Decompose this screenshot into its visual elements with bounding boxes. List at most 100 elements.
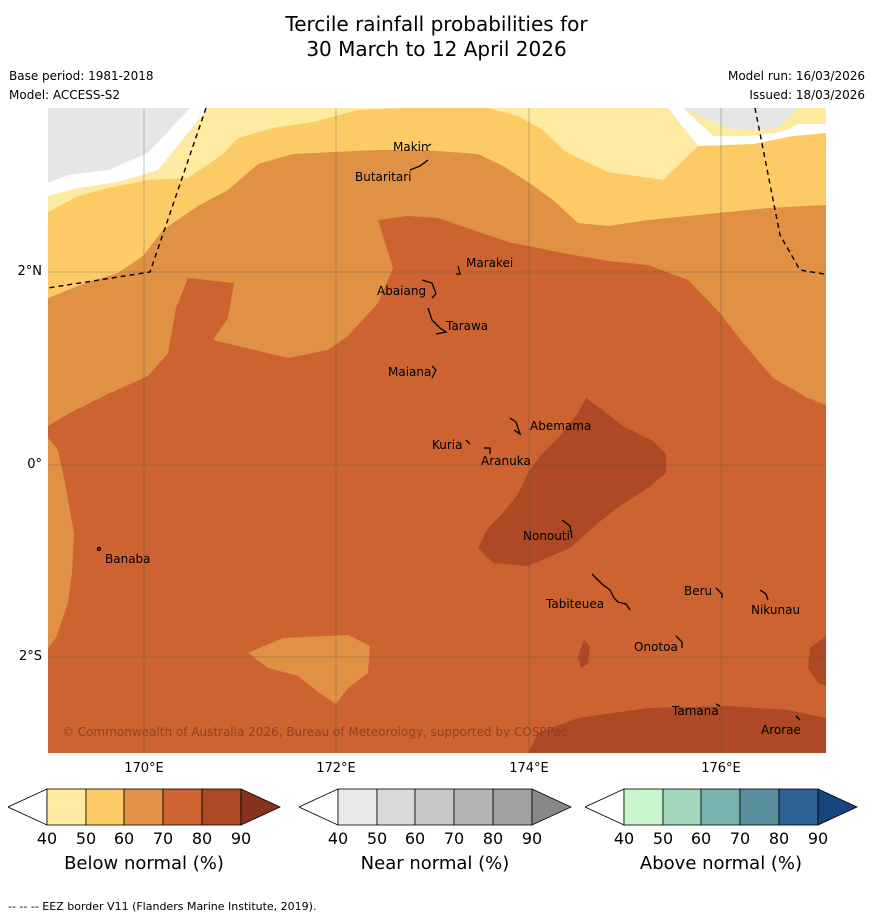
no-data-border-ne [668, 108, 826, 146]
no-data-region-nw [48, 108, 190, 183]
colorbar-below-under [8, 788, 48, 826]
map-zone-80-90-small [578, 640, 590, 668]
island-banaba [96, 546, 102, 552]
colorbar-below [8, 788, 281, 826]
lon-label-176e: 176°E [701, 761, 741, 776]
map-zone-60-70-west [48, 438, 74, 648]
colorbar-below-80-90 [201, 788, 242, 826]
label-marakei: Marakei [466, 256, 513, 270]
island-kuria [465, 439, 471, 445]
model-name: Model: ACCESS-S2 [9, 88, 121, 102]
tick-below-80: 80 [191, 829, 213, 848]
colorbar-near-60-70 [414, 788, 455, 826]
tick-above-80: 80 [768, 829, 790, 848]
island-aranuka [484, 447, 491, 454]
island-maiana [431, 365, 437, 379]
tick-below-70: 70 [152, 829, 174, 848]
map-zone-80-90 [478, 398, 666, 566]
issued-date: Issued: 18/03/2026 [749, 88, 865, 102]
tick-below-60: 60 [113, 829, 135, 848]
above-normal-title: Above normal (%) [639, 853, 803, 874]
map-zone-80-90-south [528, 706, 826, 753]
tick-above-90: 90 [807, 829, 829, 848]
island-abemama [509, 417, 522, 436]
island-onotoa [675, 635, 683, 648]
lat-label-2s: 2°S [18, 649, 42, 664]
colorbar-above-40-50 [623, 788, 664, 826]
eez-border-east [754, 108, 825, 275]
colorbar-below-40-50 [46, 788, 87, 826]
islands [96, 143, 801, 721]
island-tarawa [427, 307, 448, 335]
island-nikunau [759, 589, 769, 601]
label-aranuka: Aranuka [481, 454, 531, 468]
colorbar-below-60-70 [123, 788, 164, 826]
colorbar-below-50-60 [85, 788, 125, 826]
colorbar-near-40-50 [337, 788, 378, 826]
label-abemama: Abemama [530, 419, 591, 433]
tick-below-40: 40 [36, 829, 58, 848]
colorbar-above-under [585, 788, 625, 826]
copyright-notice: © Commonwealth of Australia 2026, Bureau… [62, 725, 567, 739]
lon-label-170e: 170°E [124, 761, 164, 776]
tick-near-90: 90 [521, 829, 543, 848]
eez-border-west [48, 108, 207, 289]
no-data-region-ne [683, 108, 798, 130]
island-nonouti [561, 519, 573, 539]
island-butaritari [409, 159, 429, 171]
label-banaba: Banaba [105, 552, 151, 566]
label-tamana: Tamana [671, 704, 719, 718]
near-normal-title: Near normal (%) [360, 853, 510, 874]
island-marakei [456, 265, 461, 275]
lon-label-172e: 172°E [316, 761, 356, 776]
label-nikunau: Nikunau [751, 603, 800, 617]
label-tarawa: Tarawa [445, 319, 488, 333]
tick-above-70: 70 [729, 829, 751, 848]
graticule [48, 108, 826, 753]
label-arorae: Arorae [761, 723, 801, 737]
tick-near-60: 60 [404, 829, 426, 848]
colorbar-near [299, 788, 572, 826]
place-labels: Makin Butaritari Marakei Abaiang Tarawa … [105, 140, 801, 737]
label-nonouti: Nonouti [523, 529, 570, 543]
label-butaritari: Butaritari [355, 170, 412, 184]
colorbar-below-70-80 [162, 788, 203, 826]
colorbar-above-50-60 [662, 788, 702, 826]
label-beru: Beru [684, 584, 712, 598]
colorbar-above-80-90 [778, 788, 819, 826]
label-tabiteuea: Tabiteuea [545, 597, 604, 611]
colorbar-above-over [817, 788, 858, 826]
lat-label-0: 0° [27, 457, 42, 472]
colorbar-near-50-60 [376, 788, 416, 826]
title-line-2: 30 March to 12 April 2026 [306, 37, 567, 61]
colorbar-near-under [299, 788, 339, 826]
island-beru [715, 587, 723, 598]
label-maiana: Maiana [388, 365, 431, 379]
map-zone-40-50 [48, 108, 826, 212]
label-kuria: Kuria [432, 438, 463, 452]
tick-above-50: 50 [652, 829, 674, 848]
tick-near-50: 50 [366, 829, 388, 848]
eez-border [48, 108, 825, 289]
tick-near-40: 40 [327, 829, 349, 848]
lon-label-174e: 174°E [509, 761, 549, 776]
lat-label-2n: 2°N [17, 264, 43, 279]
label-onotoa: Onotoa [634, 640, 678, 654]
island-tamana [715, 703, 721, 707]
island-abaiang [421, 279, 437, 299]
title-line-1: Tercile rainfall probabilities for [285, 12, 588, 36]
model-run: Model run: 16/03/2026 [727, 69, 865, 83]
tick-near-80: 80 [482, 829, 504, 848]
colorbar-above-60-70 [700, 788, 741, 826]
colorbar-near-80-90 [492, 788, 533, 826]
island-tabiteuea [591, 573, 631, 611]
colorbar-above [585, 788, 858, 826]
colorbar-near-70-80 [453, 788, 494, 826]
base-period: Base period: 1981-2018 [9, 69, 154, 83]
probability-map: Makin Butaritari Marakei Abaiang Tarawa … [48, 108, 826, 753]
island-makin [427, 143, 432, 147]
below-normal-title: Below normal (%) [64, 853, 224, 874]
no-data-border-nw [48, 108, 208, 196]
colorbar-near-over [531, 788, 572, 826]
label-abaiang: Abaiang [377, 284, 426, 298]
